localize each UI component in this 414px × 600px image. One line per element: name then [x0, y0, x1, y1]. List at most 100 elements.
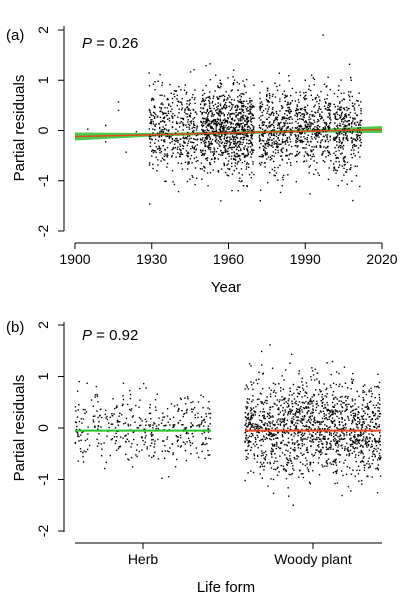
data-point-a	[236, 104, 238, 107]
data-point-b	[321, 421, 323, 423]
data-point-a	[261, 153, 263, 156]
data-point-b	[374, 418, 377, 421]
data-point-b	[252, 422, 254, 425]
data-point-a	[165, 132, 167, 135]
data-point-a	[283, 117, 286, 120]
data-point-b	[248, 435, 251, 437]
data-point-a	[250, 137, 252, 139]
data-point-b	[172, 426, 174, 429]
data-point-a	[176, 122, 179, 125]
data-point-b	[269, 438, 271, 440]
data-point-b	[245, 419, 248, 422]
data-point-a	[195, 156, 198, 158]
data-point-b	[327, 408, 329, 411]
data-point-a	[234, 129, 236, 132]
data-point-a	[212, 95, 215, 97]
data-point-b	[345, 454, 348, 456]
data-point-b	[276, 399, 279, 401]
data-point-a	[206, 159, 208, 161]
data-point-a	[180, 121, 183, 123]
data-point-b	[86, 382, 88, 385]
data-point-b	[302, 389, 305, 391]
data-point-b	[339, 396, 342, 398]
data-point-a	[243, 134, 245, 136]
data-point-a	[187, 152, 190, 155]
data-point-b	[309, 461, 312, 464]
data-point-b	[290, 411, 292, 413]
data-point-b	[373, 438, 376, 440]
data-point-a	[320, 90, 322, 93]
data-point-b	[262, 435, 265, 437]
data-point-a	[160, 103, 162, 105]
data-point-a	[303, 155, 306, 157]
data-point-a	[345, 115, 347, 117]
data-point-b	[272, 382, 275, 384]
data-point-b	[268, 428, 270, 431]
data-point-b	[362, 418, 365, 421]
data-point-b	[81, 422, 83, 424]
data-point-a	[295, 181, 298, 183]
data-point-a	[269, 114, 272, 116]
data-point-a	[326, 106, 329, 109]
data-point-a	[203, 104, 206, 107]
data-point-b	[335, 396, 337, 398]
data-point-a	[175, 128, 177, 131]
data-point-a	[231, 189, 233, 192]
data-point-a	[304, 120, 307, 122]
data-point-a	[224, 103, 226, 106]
data-point-a	[281, 151, 284, 154]
data-point-b	[326, 401, 328, 404]
data-point-a	[227, 163, 229, 165]
data-point-a	[285, 154, 288, 157]
data-point-b	[92, 405, 95, 407]
data-point-a	[290, 102, 292, 104]
data-point-a	[359, 119, 362, 122]
data-point-a	[326, 126, 329, 128]
data-point-b	[360, 415, 363, 418]
data-point-b	[262, 462, 265, 464]
data-point-a	[151, 155, 153, 157]
data-point-a	[338, 137, 340, 139]
data-point-b	[377, 402, 379, 404]
data-point-a	[253, 173, 255, 176]
data-point-b	[326, 448, 328, 451]
data-point-a	[342, 123, 344, 125]
data-point-a	[291, 132, 293, 134]
data-point-b	[297, 408, 299, 411]
data-point-b	[361, 460, 363, 462]
data-point-b	[92, 415, 95, 418]
data-point-b	[283, 443, 286, 446]
data-point-b	[327, 448, 330, 450]
data-point-b	[263, 469, 265, 471]
data-point-a	[188, 128, 191, 130]
data-point-b	[301, 415, 304, 418]
data-point-a	[308, 125, 311, 128]
data-point-b	[334, 460, 337, 462]
data-point-a	[200, 162, 203, 164]
data-point-b	[311, 400, 313, 403]
data-point-b	[368, 449, 371, 451]
data-point-b	[184, 443, 187, 445]
data-point-a	[204, 150, 207, 152]
data-point-b	[129, 424, 132, 426]
data-point-b	[269, 416, 272, 419]
data-point-b	[306, 446, 308, 449]
data-point-b	[325, 417, 328, 419]
data-point-a	[354, 112, 356, 114]
data-point-a	[296, 104, 298, 106]
data-point-a	[283, 116, 285, 118]
data-point-a	[181, 168, 184, 170]
data-point-b	[82, 430, 85, 433]
data-point-a	[304, 98, 306, 101]
data-point-a	[294, 100, 297, 102]
data-point-b	[269, 395, 272, 398]
data-point-a	[209, 138, 211, 140]
data-point-b	[295, 403, 297, 405]
data-point-b	[317, 462, 320, 464]
data-point-a	[275, 140, 277, 142]
data-point-a	[219, 128, 221, 131]
data-point-a	[231, 133, 233, 135]
data-point-a	[259, 199, 262, 202]
data-point-a	[225, 133, 227, 135]
data-point-b	[371, 451, 374, 453]
